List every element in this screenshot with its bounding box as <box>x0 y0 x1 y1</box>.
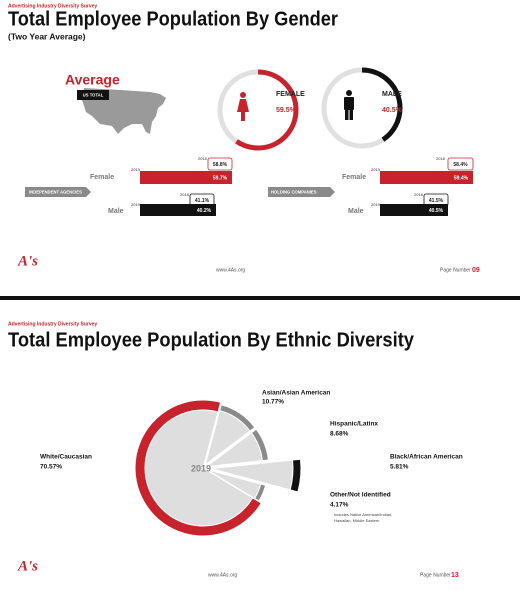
row-label: Male <box>108 208 124 215</box>
year-label: 2018 <box>436 156 446 161</box>
page-number-label: Page Number <box>440 267 471 273</box>
bar <box>140 171 232 184</box>
year-label: 2019 <box>131 167 141 172</box>
year-label: 2018 <box>180 192 190 197</box>
year-label: 2019 <box>371 202 381 207</box>
value-2019: 59.7% <box>213 175 228 181</box>
page-number-label: Page Number <box>420 572 451 578</box>
segment-note: Includes Native American/Indian, <box>334 512 392 517</box>
year-label: 2018 <box>414 192 424 197</box>
segment-value: 10.77% <box>262 399 284 406</box>
group-tag <box>268 187 335 197</box>
group-label: HOLDING COMPANIES <box>271 190 317 195</box>
value-box <box>447 157 474 171</box>
male-value: 40.5% <box>382 107 403 114</box>
year-label: 2019 <box>131 202 141 207</box>
bar <box>380 204 448 216</box>
footer-url: www.4As.org <box>216 267 245 273</box>
us-total-tag <box>77 90 109 100</box>
segment-name: Hispanic/Latinx <box>330 421 378 428</box>
bar <box>380 171 473 184</box>
segment-value: 5.81% <box>390 464 409 471</box>
logo: A's <box>17 558 38 574</box>
value-box <box>207 157 233 171</box>
female-icon <box>237 92 249 121</box>
pie-ring <box>134 399 262 537</box>
segment-name: Asian/Asian American <box>262 390 330 397</box>
row-label: Female <box>342 174 366 181</box>
year-label: 2019 <box>371 167 381 172</box>
female-value: 59.5% <box>276 107 297 114</box>
logo: A's <box>17 253 38 269</box>
year-label: 2018 <box>198 156 208 161</box>
row-label: Male <box>348 208 364 215</box>
segment-name: White/Caucasian <box>40 454 92 461</box>
pie-center-label: 2019 <box>191 463 211 473</box>
segment-name: Other/Not Identified <box>330 492 391 499</box>
survey-name: Advertising Industry Diversity Survey <box>8 3 97 9</box>
page-number: 09 <box>472 267 480 274</box>
survey-name: Advertising Industry Diversity Survey <box>8 321 97 327</box>
group-tag <box>25 187 91 197</box>
pie-ring <box>250 428 269 462</box>
footer-url: www.4As.org <box>208 572 237 578</box>
pie-ring <box>289 458 302 493</box>
value-2018: 58.4% <box>453 162 468 168</box>
slide-title: Total Employee Population By Gender <box>8 8 338 30</box>
value-2019: 40.2% <box>197 208 212 214</box>
value-2018: 58.8% <box>213 162 228 168</box>
donut-female <box>217 69 299 151</box>
segment-value: 4.17% <box>330 502 349 509</box>
pie-ring <box>219 404 256 432</box>
us-total-label: US TOTAL <box>83 93 104 98</box>
male-icon <box>344 90 354 120</box>
value-2019: 59.4% <box>454 175 469 181</box>
value-2018: 41.1% <box>195 198 210 204</box>
male-label: MALE <box>382 91 402 98</box>
segment-note: Hawaiian, Middle Eastern <box>334 518 379 523</box>
female-label: FEMALE <box>276 91 305 98</box>
segment-value: 8.68% <box>330 431 349 438</box>
slide-subtitle: (Two Year Average) <box>8 31 86 41</box>
separator <box>0 296 520 300</box>
value-2019: 40.5% <box>429 208 444 214</box>
segment-name: Black/African American <box>390 454 463 461</box>
pie <box>134 399 302 537</box>
value-2018: 41.5% <box>429 198 444 204</box>
average-label: Average <box>65 72 120 88</box>
segment-value: 70.57% <box>40 464 62 471</box>
page-number: 13 <box>451 572 459 579</box>
row-label: Female <box>90 174 114 181</box>
group-label: INDEPENDENT AGENCIES <box>29 190 82 195</box>
donut-male <box>321 67 403 149</box>
bar <box>140 204 216 216</box>
slide-title: Total Employee Population By Ethnic Dive… <box>8 329 415 351</box>
pie-ring <box>253 483 267 502</box>
